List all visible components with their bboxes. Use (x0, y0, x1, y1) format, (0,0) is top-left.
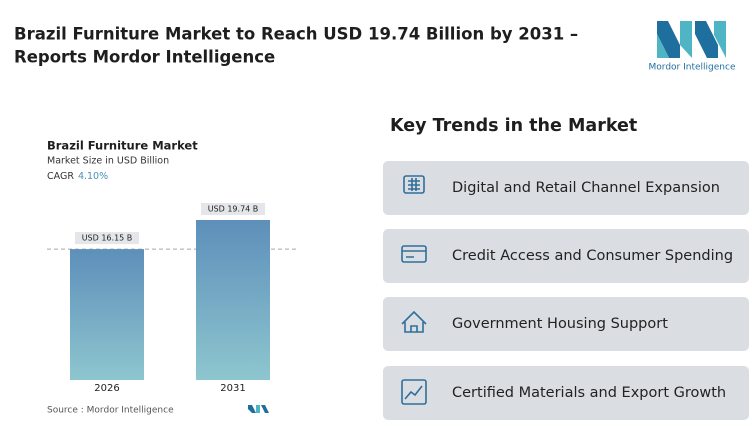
trend-text: Certified Materials and Export Growth (452, 385, 726, 401)
icon (404, 385, 423, 400)
trend-list: Digital and Retail Channel Expansion Cred… (383, 161, 749, 420)
trend-text: Credit Access and Consumer Spending (452, 248, 733, 264)
trend-card: Certified Materials and Export Growth (383, 366, 749, 420)
trend-card: Digital and Retail Channel Expansion (383, 161, 749, 215)
icon (403, 175, 425, 194)
trend-card: Credit Access and Consumer Spending (383, 229, 749, 283)
source: Source : Mordor Intelligence (47, 406, 174, 416)
cagr-label: CAGR (47, 171, 74, 182)
section-title: Key Trends in the Market (390, 116, 637, 136)
icon (401, 379, 427, 405)
icon (401, 245, 427, 263)
icon (401, 310, 427, 333)
card-background (383, 161, 749, 215)
page-title: Reports Mordor Intelligence (14, 48, 275, 67)
chart-subtitle: Market Size in USD Billion (47, 156, 169, 167)
card-background (383, 229, 749, 283)
x-tick-label: 2026 (94, 383, 119, 394)
cagr: CAGR 4.10% (47, 171, 108, 182)
x-tick-label: 2031 (220, 383, 245, 394)
trend-card: Government Housing Support (383, 297, 749, 351)
value-label: USD 19.74 B (208, 205, 259, 214)
trend-text: Digital and Retail Channel Expansion (452, 180, 720, 196)
bar (70, 249, 144, 380)
bar (196, 220, 270, 380)
value-label-box (201, 203, 265, 215)
icon (402, 250, 426, 258)
logo: Mordor Intelligence (649, 21, 736, 73)
card-background (383, 366, 749, 420)
bar-chart: USD 16.15 B 2026 USD 19.74 B 2031 (47, 203, 297, 394)
page-title: Brazil Furniture Market to Reach USD 19.… (14, 25, 578, 44)
value-label: USD 16.15 B (82, 234, 133, 243)
card-background (383, 297, 749, 351)
value-label-box (75, 232, 139, 245)
cagr-value: 4.10% (78, 171, 108, 182)
chart-title: Brazil Furniture Market (47, 139, 198, 153)
source-logo (248, 405, 269, 413)
logo-text: Mordor Intelligence (649, 63, 736, 73)
trend-text: Government Housing Support (452, 316, 668, 332)
icon (408, 178, 420, 191)
